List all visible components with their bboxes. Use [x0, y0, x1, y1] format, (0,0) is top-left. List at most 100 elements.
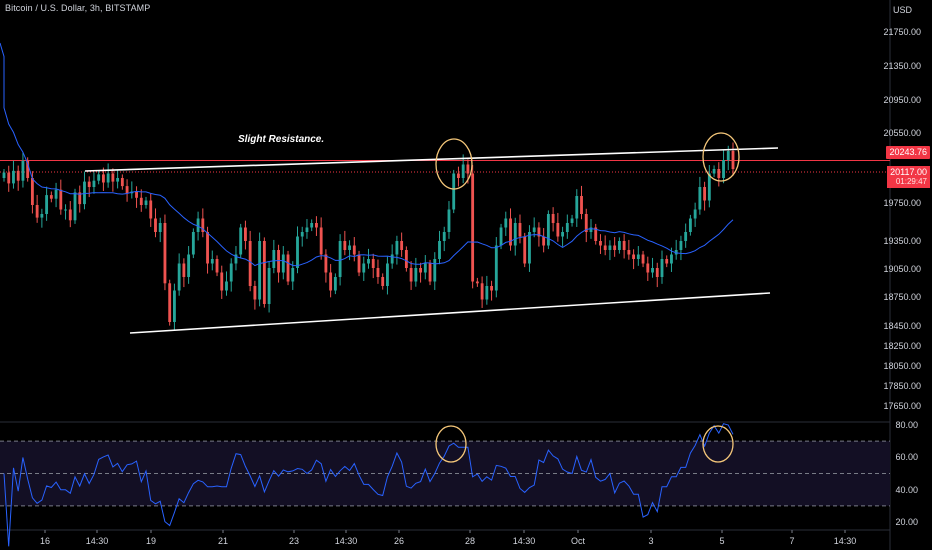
candle-body	[319, 227, 323, 255]
candle-body	[660, 259, 664, 277]
candle-body	[215, 259, 219, 273]
candle-body	[480, 283, 484, 300]
candle-body	[485, 286, 489, 300]
candle-body	[182, 263, 186, 277]
candle-body	[92, 180, 96, 187]
candle-body	[348, 245, 351, 250]
candle-body	[324, 254, 328, 273]
currency-label: USD	[892, 5, 912, 15]
candle-body	[636, 254, 640, 259]
candle-body	[78, 192, 82, 205]
candle-body	[575, 196, 579, 219]
candle-body	[343, 241, 347, 250]
candle-body	[262, 241, 266, 304]
candle-body	[87, 181, 91, 187]
candle-body	[101, 174, 105, 183]
candle-body	[632, 254, 636, 259]
candle-body	[310, 223, 314, 228]
candle-body	[187, 254, 191, 277]
resistance-touch-circle	[702, 132, 740, 182]
candle-body	[423, 263, 427, 273]
candle-body	[83, 181, 86, 205]
candle-body	[64, 209, 67, 211]
candle-body	[258, 241, 262, 300]
candle-body	[556, 223, 560, 237]
price-tick: 17850.00	[883, 381, 921, 391]
candle-body	[698, 187, 702, 210]
rsi-tick: 80.00	[895, 420, 918, 430]
candle-body	[438, 241, 441, 259]
candle-body	[300, 232, 304, 237]
price-tick: 19350.00	[883, 236, 921, 246]
candle-body	[409, 268, 413, 282]
candle-body	[608, 245, 612, 250]
candle-body	[201, 218, 205, 232]
candle-body	[225, 281, 228, 291]
candle-body	[329, 272, 333, 291]
time-tick: 3	[648, 536, 654, 546]
time-tick: 5	[719, 536, 725, 546]
candle-body	[206, 232, 209, 264]
candle-body	[546, 214, 550, 246]
candle-body	[333, 277, 337, 291]
candle-body	[594, 227, 598, 241]
candle-body	[603, 245, 607, 250]
candle-body	[106, 173, 110, 183]
candle-body	[499, 227, 503, 246]
candle-body	[220, 272, 224, 291]
candle-body	[371, 259, 375, 268]
price-tick: 18750.00	[883, 292, 921, 302]
candle-body	[542, 236, 546, 246]
rsi-overbought-circle	[435, 425, 467, 463]
time-tick: 14:30	[512, 536, 536, 546]
candle-body	[144, 200, 148, 205]
candle-body	[523, 236, 527, 264]
resistance-price-tag: 20243.76	[886, 146, 930, 159]
candle-body	[490, 286, 493, 291]
last-price-value: 20117.00	[890, 167, 927, 177]
candle-body	[580, 196, 583, 214]
candle-body	[551, 214, 555, 223]
candle-body	[684, 232, 688, 241]
candle-countdown: 01:29:47	[895, 177, 927, 186]
candle-body	[584, 214, 588, 232]
candle-body	[267, 268, 271, 304]
candle-body	[457, 173, 460, 178]
candle-body	[471, 173, 475, 282]
candle-body	[461, 164, 465, 178]
candle-body	[494, 245, 498, 291]
candle-body	[54, 189, 58, 199]
candle-body	[570, 218, 574, 223]
time-tick: 21	[217, 536, 229, 546]
candle-body	[670, 254, 673, 264]
candle-body	[381, 277, 385, 286]
candle-body	[504, 218, 508, 228]
candle-body	[59, 189, 63, 210]
candle-body	[688, 218, 692, 232]
price-tick: 18050.00	[883, 361, 921, 371]
candle-body	[537, 227, 541, 237]
resistance-annotation: Slight Resistance.	[238, 134, 325, 145]
candle-body	[234, 254, 238, 264]
candle-body	[447, 209, 451, 232]
candle-body	[651, 268, 654, 273]
time-tick: 28	[464, 536, 476, 546]
price-tick: 17650.00	[883, 401, 921, 411]
candle-body	[172, 290, 176, 322]
candle-body	[68, 209, 72, 221]
candle-body	[390, 254, 394, 264]
candle-body	[248, 241, 252, 286]
candle-body	[352, 245, 356, 255]
candle-body	[125, 186, 129, 194]
price-tick: 19050.00	[883, 264, 921, 274]
channel-lower-line	[129, 292, 771, 334]
rsi-tick: 40.00	[895, 485, 918, 495]
candle-body	[7, 172, 11, 184]
candle-body	[589, 227, 593, 232]
candle-body	[229, 263, 233, 282]
candle-body	[97, 174, 101, 181]
rsi-tick: 20.00	[895, 517, 918, 527]
candle-body	[120, 178, 124, 187]
candle-body	[466, 164, 470, 174]
